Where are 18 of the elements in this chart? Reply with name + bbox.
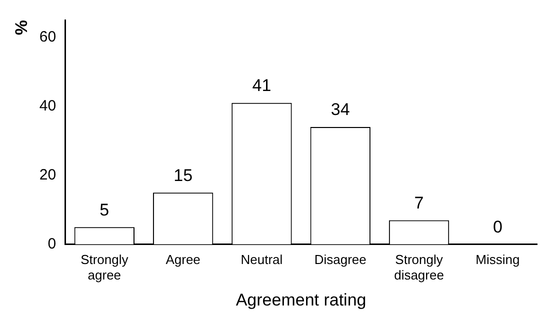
- data-label: 0: [492, 218, 502, 237]
- x-tick-label: Strongly disagree: [394, 252, 444, 282]
- data-label: 15: [174, 166, 193, 185]
- x-tick-label: Neutral: [240, 252, 283, 267]
- y-axis-title: %: [12, 20, 31, 36]
- x-tick-label: Missing: [476, 252, 520, 267]
- data-label: 7: [414, 193, 424, 212]
- data-label: 34: [330, 100, 350, 120]
- y-tick-label: 20: [39, 166, 56, 184]
- y-tick-label: 0: [48, 236, 56, 253]
- y-tick-label: 60: [39, 28, 56, 46]
- data-label: 41: [252, 76, 272, 96]
- data-label: 5: [100, 200, 110, 220]
- x-tick-label: Disagree: [314, 252, 366, 267]
- x-tick-label: Agree: [166, 252, 200, 267]
- x-tick-label: Strongly agree: [80, 252, 129, 282]
- x-axis-title: Agreement rating: [236, 290, 366, 310]
- y-tick-label: 40: [39, 97, 56, 114]
